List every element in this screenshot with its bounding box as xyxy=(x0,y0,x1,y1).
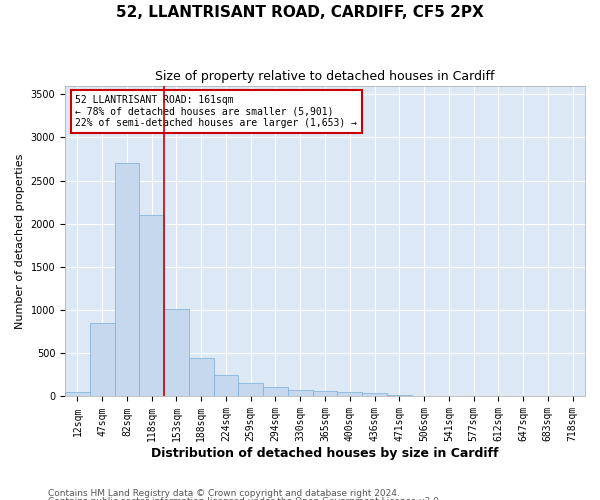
Bar xyxy=(115,164,139,396)
Text: Contains public sector information licensed under the Open Government Licence v3: Contains public sector information licen… xyxy=(48,498,442,500)
Y-axis label: Number of detached properties: Number of detached properties xyxy=(15,154,25,328)
Bar xyxy=(362,394,387,396)
Bar xyxy=(65,392,90,396)
Title: Size of property relative to detached houses in Cardiff: Size of property relative to detached ho… xyxy=(155,70,495,83)
Bar xyxy=(263,386,288,396)
X-axis label: Distribution of detached houses by size in Cardiff: Distribution of detached houses by size … xyxy=(151,447,499,460)
Text: 52, LLANTRISANT ROAD, CARDIFF, CF5 2PX: 52, LLANTRISANT ROAD, CARDIFF, CF5 2PX xyxy=(116,5,484,20)
Text: Contains HM Land Registry data © Crown copyright and database right 2024.: Contains HM Land Registry data © Crown c… xyxy=(48,488,400,498)
Bar xyxy=(337,392,362,396)
Bar xyxy=(238,382,263,396)
Bar xyxy=(139,215,164,396)
Bar xyxy=(164,309,189,396)
Bar xyxy=(90,322,115,396)
Bar xyxy=(189,358,214,397)
Bar xyxy=(288,390,313,396)
Text: 52 LLANTRISANT ROAD: 161sqm
← 78% of detached houses are smaller (5,901)
22% of : 52 LLANTRISANT ROAD: 161sqm ← 78% of det… xyxy=(76,95,358,128)
Bar xyxy=(313,392,337,396)
Bar xyxy=(214,375,238,396)
Bar xyxy=(387,394,412,396)
